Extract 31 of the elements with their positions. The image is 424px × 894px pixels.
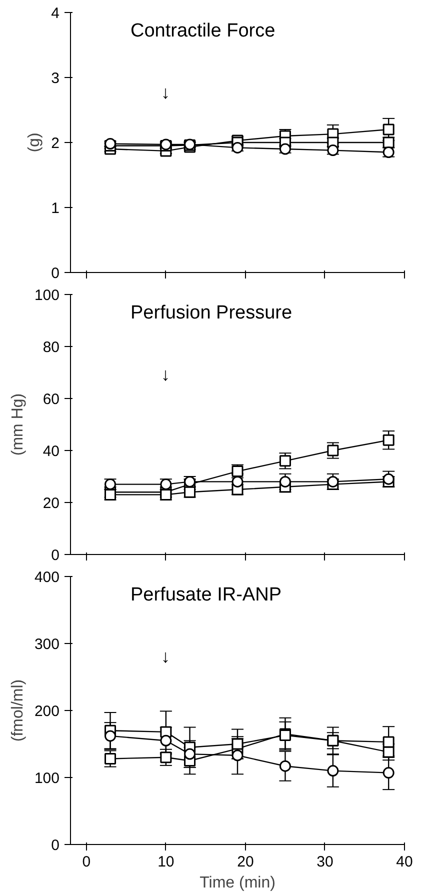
y-tick-label: 100: [34, 770, 60, 787]
y-tick-label: 1: [51, 200, 60, 217]
annotation: ↓: [161, 364, 170, 384]
x-tick-label: 0: [82, 854, 91, 870]
y-axis-title: (g): [26, 132, 44, 152]
y-tick-label: 0: [51, 547, 60, 564]
chart-title: Perfusion Pressure: [130, 302, 292, 324]
x-tick-label: 20: [237, 854, 254, 870]
x-tick-label: 10: [158, 854, 174, 870]
y-axis-title: (mm Hg): [9, 393, 26, 456]
chart-title: Contractile Force: [130, 20, 276, 42]
y-tick-label: 200: [34, 703, 60, 720]
x-tick-label: 30: [316, 854, 334, 870]
y-tick-label: 80: [42, 339, 60, 356]
y-tick-label: 40: [42, 443, 60, 460]
y-tick-label: 0: [51, 265, 60, 282]
chart-title: Perfusate IR-ANP: [130, 584, 282, 606]
y-tick-label: 2: [51, 135, 60, 152]
y-tick-label: 20: [42, 495, 60, 512]
y-tick-label: 300: [34, 636, 60, 653]
x-axis-title: Time (min): [200, 874, 276, 892]
annotation: ↓: [161, 646, 170, 666]
y-tick-label: 60: [42, 391, 60, 408]
y-axis-title: (fmol/ml): [9, 679, 26, 742]
annotation: ↓: [161, 82, 170, 102]
y-tick-label: 4: [51, 5, 60, 22]
y-tick-label: 0: [51, 837, 60, 854]
y-tick-label: 400: [34, 569, 60, 586]
x-tick-label: 40: [396, 854, 413, 870]
y-tick-label: 3: [51, 70, 60, 87]
y-tick-label: 100: [34, 287, 60, 304]
